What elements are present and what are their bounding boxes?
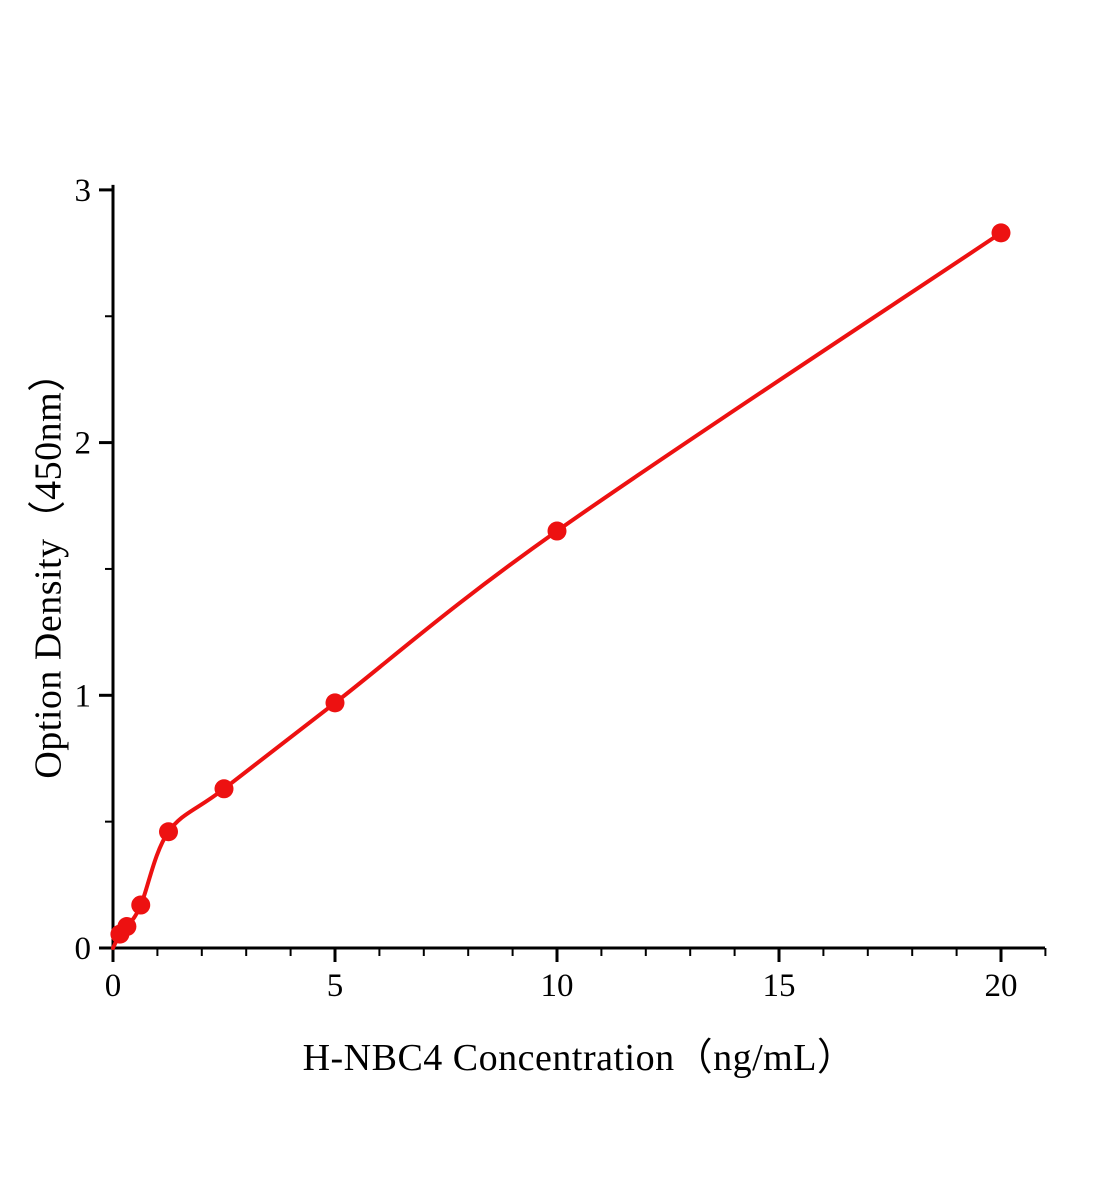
data-point	[214, 779, 234, 799]
x-tick-label: 10	[541, 968, 574, 1004]
y-tick-label: 3	[75, 173, 92, 209]
x-tick-label: 15	[763, 968, 796, 1004]
data-point	[325, 693, 345, 713]
y-tick-label: 0	[75, 931, 92, 967]
y-tick-label: 2	[75, 426, 92, 462]
data-point	[117, 917, 137, 937]
data-point	[991, 223, 1011, 243]
data-point	[131, 895, 151, 915]
fit-curve	[111, 230, 1003, 950]
x-axis-title: H-NBC4 Concentration（ng/mL）	[302, 1037, 856, 1079]
x-tick-label: 0	[105, 968, 122, 1004]
y-tick-label: 1	[75, 678, 92, 714]
data-point	[547, 521, 567, 541]
y-axis-title: Option Density（450nm）	[27, 353, 70, 779]
x-tick-label: 5	[327, 968, 344, 1004]
data-point	[159, 822, 178, 842]
x-tick-label: 20	[985, 968, 1018, 1004]
